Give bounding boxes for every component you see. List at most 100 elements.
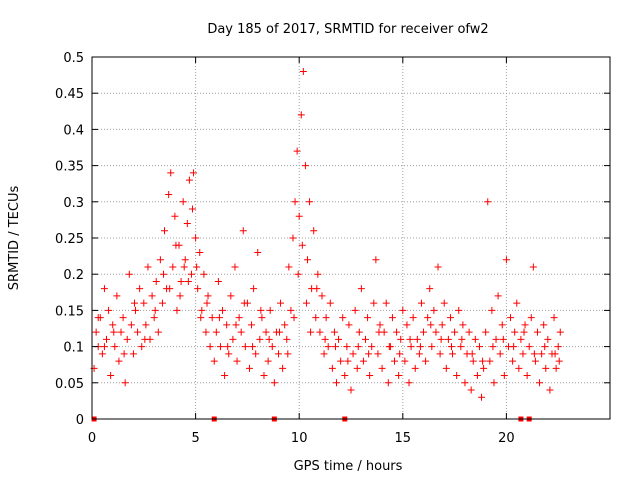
data-point	[488, 306, 496, 314]
y-tick-label: 0	[76, 413, 84, 428]
y-tick-label: 0.4	[63, 123, 84, 138]
data-point	[119, 314, 127, 322]
data-point	[353, 364, 361, 372]
data-point	[382, 299, 390, 307]
data-point	[531, 357, 539, 365]
data-point	[121, 379, 129, 387]
data-point	[237, 328, 245, 336]
y-tick-label: 0.45	[55, 87, 84, 102]
data-point	[458, 335, 466, 343]
data-point	[318, 292, 326, 300]
x-tick-label: 0	[88, 431, 96, 446]
data-point	[287, 306, 295, 314]
data-point	[461, 379, 469, 387]
data-point	[248, 321, 256, 329]
data-point	[507, 314, 515, 322]
data-point	[413, 335, 421, 343]
data-point	[314, 270, 322, 278]
data-point	[320, 350, 328, 358]
data-point	[357, 285, 365, 293]
data-point	[127, 321, 135, 329]
data-point	[254, 248, 262, 256]
data-point	[232, 321, 240, 329]
data-point	[438, 321, 446, 329]
data-point	[279, 364, 287, 372]
data-point	[525, 343, 533, 351]
data-point	[120, 350, 128, 358]
data-point	[321, 335, 329, 343]
data-point	[552, 364, 560, 372]
data-point	[161, 227, 169, 235]
data-point	[107, 372, 115, 380]
data-point	[442, 364, 450, 372]
data-point	[468, 350, 476, 358]
data-point	[110, 328, 118, 336]
data-point	[344, 357, 352, 365]
data-point	[362, 335, 370, 343]
data-point	[283, 335, 291, 343]
data-point	[265, 335, 273, 343]
data-point	[546, 386, 554, 394]
data-point	[345, 321, 353, 329]
data-point	[364, 314, 372, 322]
data-point	[554, 343, 562, 351]
data-point	[301, 162, 309, 170]
data-point	[427, 321, 435, 329]
data-point	[302, 299, 310, 307]
data-point	[322, 314, 330, 322]
data-point	[159, 270, 167, 278]
y-axis-label: SRMTID / TECUs	[7, 186, 22, 291]
data-point	[306, 198, 314, 206]
data-point	[490, 379, 498, 387]
data-point	[354, 343, 362, 351]
data-point	[411, 364, 419, 372]
data-point	[192, 234, 200, 242]
data-point	[200, 270, 208, 278]
data-point	[536, 379, 544, 387]
data-point	[303, 256, 311, 264]
y-tick-label: 0.25	[55, 232, 84, 247]
data-point	[521, 321, 529, 329]
data-point	[256, 335, 264, 343]
data-point	[180, 263, 188, 271]
data-point	[517, 335, 525, 343]
data-point	[330, 328, 338, 336]
data-point	[262, 328, 270, 336]
data-point	[347, 386, 355, 394]
data-point	[293, 147, 301, 155]
data-point	[555, 357, 563, 365]
data-point	[249, 343, 257, 351]
data-point	[210, 357, 218, 365]
data-point	[171, 212, 179, 220]
data-point	[544, 335, 552, 343]
data-point	[499, 335, 507, 343]
data-point	[241, 343, 249, 351]
data-point	[465, 328, 473, 336]
data-point	[428, 343, 436, 351]
data-point	[130, 299, 138, 307]
data-point	[343, 343, 351, 351]
data-point	[510, 343, 518, 351]
data-point	[307, 328, 315, 336]
data-point	[457, 343, 465, 351]
data-point	[385, 343, 393, 351]
data-point	[529, 263, 537, 271]
y-tick-label: 0.15	[55, 304, 84, 319]
data-point	[349, 350, 357, 358]
data-point	[134, 328, 142, 336]
data-point	[233, 357, 241, 365]
data-point	[125, 270, 133, 278]
data-point	[509, 357, 517, 365]
data-point	[100, 343, 108, 351]
data-point	[374, 350, 382, 358]
data-point	[198, 306, 206, 314]
data-point	[420, 328, 428, 336]
data-point	[403, 321, 411, 329]
data-point	[115, 357, 123, 365]
data-point	[206, 343, 214, 351]
data-point	[533, 328, 541, 336]
data-point	[289, 234, 297, 242]
y-tick-label: 0.05	[55, 377, 84, 392]
data-point	[183, 220, 191, 228]
